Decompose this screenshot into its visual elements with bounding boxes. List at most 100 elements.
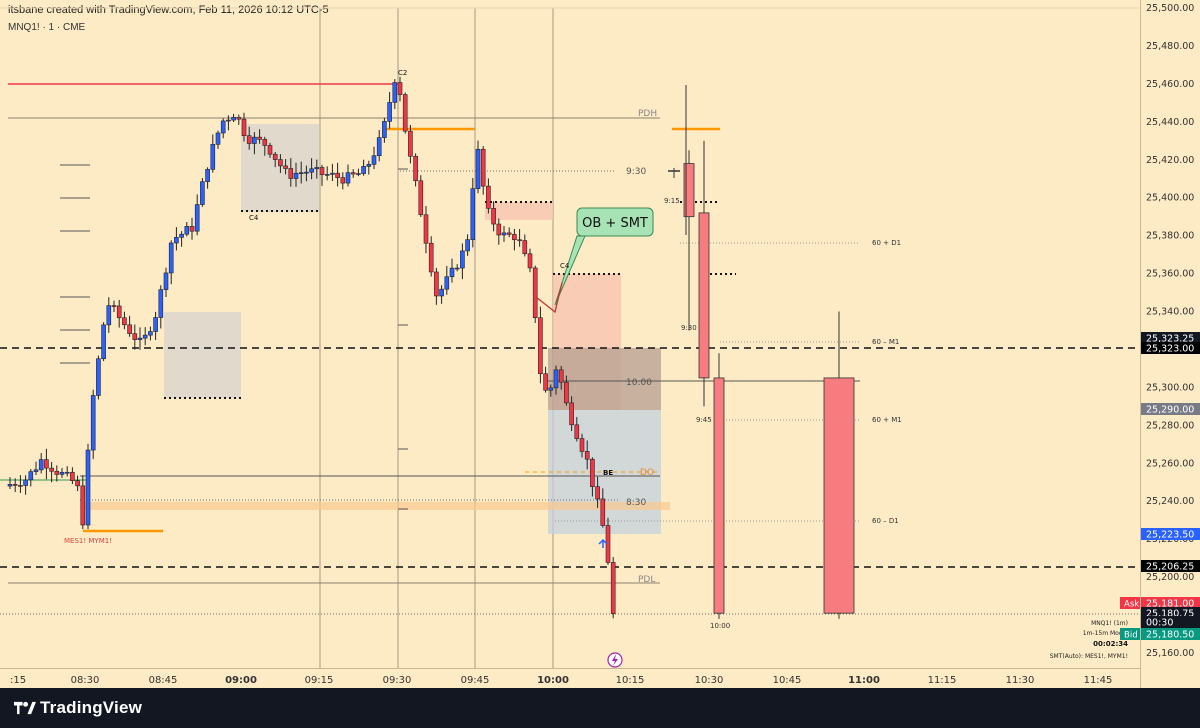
candle-body xyxy=(293,172,299,179)
price-tag-text: 25,223.50 xyxy=(1146,530,1194,541)
price-tick-label: 25,360.00 xyxy=(1146,269,1194,280)
candle-body xyxy=(85,449,91,526)
htf-candle-body xyxy=(698,212,710,379)
symbol-label[interactable]: MNQ1! · 1 · CME xyxy=(8,22,86,33)
c4-label: C4 xyxy=(560,262,570,270)
candle-body xyxy=(543,373,548,391)
candle-body xyxy=(90,395,96,451)
candle-body xyxy=(558,369,564,383)
price-tag-text: 25,323.25 xyxy=(1146,334,1194,345)
htf-time-label: 9:15 xyxy=(664,197,680,205)
candle-body xyxy=(449,267,455,278)
brand-name: TradingView xyxy=(40,698,143,717)
price-axis[interactable] xyxy=(1140,0,1200,688)
candle-body xyxy=(168,242,174,274)
price-tick-label: 25,280.00 xyxy=(1146,420,1194,431)
candle-body xyxy=(522,240,528,255)
candle-body xyxy=(64,471,70,474)
candle-body xyxy=(298,172,304,174)
candles-group xyxy=(7,76,616,619)
candle-body xyxy=(361,166,366,174)
candle-body xyxy=(54,470,60,475)
candle-body xyxy=(460,250,465,269)
candle-body xyxy=(272,153,278,160)
time-tick-label: 09:45 xyxy=(461,675,490,686)
candle-body xyxy=(278,159,283,167)
candle-body xyxy=(137,337,143,340)
candle-body xyxy=(548,387,554,391)
time-tick-label: 09:15 xyxy=(305,675,334,686)
candle-body xyxy=(356,173,361,175)
price-tag xyxy=(1141,342,1200,354)
candle-body xyxy=(340,177,346,184)
time-tick-label: 11:45 xyxy=(1084,675,1113,686)
t930-label: 9:30 xyxy=(626,167,646,177)
candle-body xyxy=(148,331,153,336)
candle-body xyxy=(80,485,86,526)
candle-body xyxy=(236,117,242,120)
candle-body xyxy=(158,289,164,318)
candle-body xyxy=(106,305,112,326)
price-tick-label: 25,340.00 xyxy=(1146,307,1194,318)
candle-body xyxy=(23,479,28,486)
candle-body xyxy=(122,317,127,326)
htf-label: 60 + D1 xyxy=(872,239,901,247)
price-tick-label: 25,400.00 xyxy=(1146,193,1194,204)
price-tick-label: 25,300.00 xyxy=(1146,382,1194,393)
smt-line xyxy=(535,282,563,314)
price-tag-text: 25,323.00 xyxy=(1146,344,1194,355)
candle-body xyxy=(413,155,418,182)
candle-body xyxy=(527,253,533,269)
candle-body xyxy=(324,174,330,176)
price-tick-label: 25,420.00 xyxy=(1146,155,1194,166)
price-tag-text: 25,181.00 xyxy=(1146,599,1194,610)
candle-body xyxy=(345,172,351,184)
candle-body xyxy=(517,239,522,242)
candle-body xyxy=(366,164,372,167)
time-tick-label: 09:00 xyxy=(225,675,257,686)
candle-body xyxy=(434,271,439,297)
candle-body xyxy=(330,172,335,175)
smt-left-label: MES1! MYM1! xyxy=(64,537,112,545)
candle-body xyxy=(231,117,236,121)
time-tick-label: 11:00 xyxy=(848,675,880,686)
price-tick-label: 25,480.00 xyxy=(1146,41,1194,52)
candle-body xyxy=(132,333,138,340)
candle-body xyxy=(564,381,569,404)
htf-label: 60 – D1 xyxy=(872,517,899,525)
price-tag-label-text: Bid xyxy=(1124,631,1138,641)
candle-body xyxy=(179,233,184,238)
candle-body xyxy=(314,167,320,170)
candle-body xyxy=(304,171,309,174)
candle-body xyxy=(96,358,101,396)
candle-body xyxy=(371,155,377,165)
candle-body xyxy=(376,137,382,157)
candle-body xyxy=(610,562,616,614)
price-tick-label: 25,440.00 xyxy=(1146,117,1194,128)
price-tick-label: 25,380.00 xyxy=(1146,231,1194,242)
candle-body xyxy=(163,272,169,290)
candle-body xyxy=(220,120,226,134)
candle-body xyxy=(402,94,408,132)
price-tag xyxy=(1141,528,1200,540)
candle-body xyxy=(33,469,39,472)
candle-body xyxy=(397,82,403,95)
candle-body xyxy=(496,223,502,236)
tradingview-logo-icon xyxy=(14,701,36,715)
price-chart[interactable]: OB + SMT PDH PDL DO BE 9:30 8:30 10:00 C2 C4 C4 60 … xyxy=(0,0,1200,688)
t830-label: 8:30 xyxy=(626,498,646,508)
time-tick-label: 10:00 xyxy=(537,675,569,686)
price-tag-label-text: Ask xyxy=(1124,600,1139,610)
time-axis[interactable] xyxy=(0,668,1140,689)
candle-body xyxy=(309,168,314,173)
candle-body xyxy=(506,232,512,235)
candle-body xyxy=(590,458,595,487)
candle-body xyxy=(595,486,600,500)
candle-body xyxy=(470,188,476,240)
candle-body xyxy=(59,472,65,475)
candle-body xyxy=(252,136,257,144)
candle-body xyxy=(44,459,49,469)
candle-body xyxy=(288,168,294,179)
htf-candle-body xyxy=(713,377,725,614)
order-block-zone xyxy=(485,202,553,220)
